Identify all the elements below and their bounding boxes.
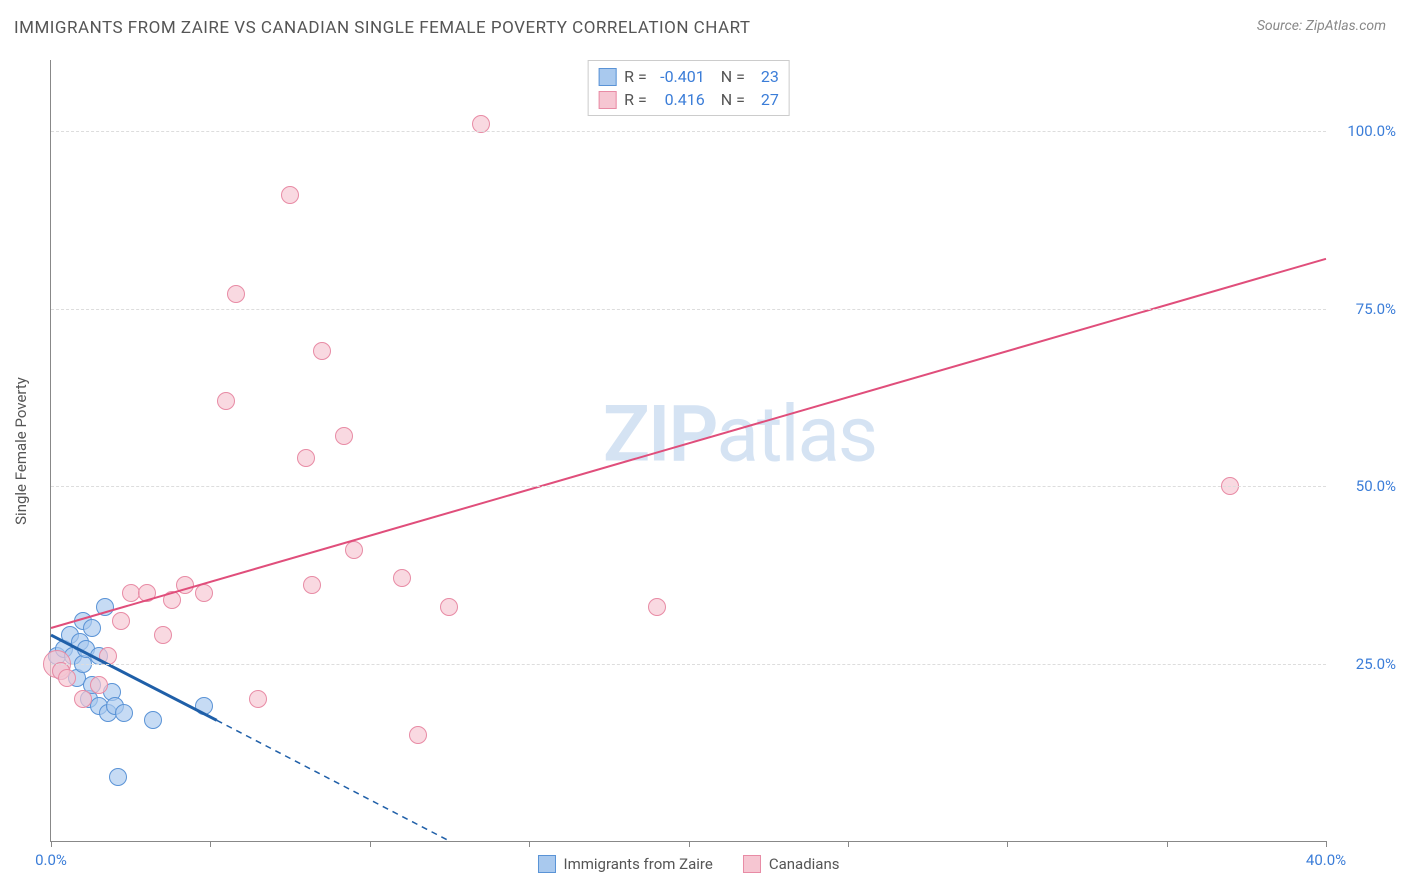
legend-bottom-item: Canadians <box>743 855 840 873</box>
x-tick <box>210 841 211 847</box>
correlation-chart: IMMIGRANTS FROM ZAIRE VS CANADIAN SINGLE… <box>0 0 1406 892</box>
data-point-canadians <box>195 584 213 602</box>
data-point-canadians <box>335 427 353 445</box>
x-tick <box>1326 841 1327 847</box>
data-point-canadians <box>440 598 458 616</box>
gridline <box>51 664 1326 665</box>
plot-area: Single Female Poverty ZIPatlas R =-0.401… <box>50 60 1326 842</box>
x-tick <box>529 841 530 847</box>
trend-line-canadians <box>51 259 1326 628</box>
data-point-zaire <box>195 697 213 715</box>
data-point-canadians <box>313 342 331 360</box>
data-point-zaire <box>109 768 127 786</box>
trend-lines-layer <box>51 60 1326 841</box>
data-point-canadians <box>393 569 411 587</box>
data-point-canadians <box>112 612 130 630</box>
legend-r-label: R = <box>624 90 647 109</box>
data-point-canadians <box>74 690 92 708</box>
legend-row-zaire: R = -0.401 N = 23 <box>598 65 779 88</box>
x-tick <box>848 841 849 847</box>
y-tick-label: 75.0% <box>1336 300 1396 318</box>
watermark: ZIPatlas <box>603 389 876 480</box>
data-point-canadians <box>409 726 427 744</box>
data-point-canadians <box>176 576 194 594</box>
data-point-zaire <box>144 711 162 729</box>
data-point-canadians <box>297 449 315 467</box>
data-point-canadians <box>303 576 321 594</box>
gridline <box>51 309 1326 310</box>
data-point-canadians <box>163 591 181 609</box>
legend-n-label: N = <box>713 67 745 86</box>
correlation-legend: R = -0.401 N = 23 R = 0.416 N = 27 <box>587 60 790 116</box>
legend-swatch <box>537 855 555 873</box>
data-point-canadians <box>154 626 172 644</box>
legend-swatch <box>598 91 616 109</box>
data-point-canadians <box>217 392 235 410</box>
legend-bottom-label: Immigrants from Zaire <box>563 855 712 873</box>
data-point-canadians <box>345 541 363 559</box>
x-tick <box>370 841 371 847</box>
legend-n-label: N = <box>713 90 745 109</box>
legend-r-value: 0.416 <box>655 90 705 109</box>
data-point-canadians <box>249 690 267 708</box>
chart-title: IMMIGRANTS FROM ZAIRE VS CANADIAN SINGLE… <box>14 18 751 38</box>
gridline <box>51 486 1326 487</box>
legend-bottom-item: Immigrants from Zaire <box>537 855 712 873</box>
data-point-canadians <box>281 186 299 204</box>
legend-bottom-label: Canadians <box>769 855 840 873</box>
legend-r-value: -0.401 <box>655 67 705 86</box>
series-legend: Immigrants from Zaire Canadians <box>537 855 839 873</box>
x-tick-label: 40.0% <box>1306 851 1346 869</box>
data-point-zaire <box>96 598 114 616</box>
watermark-bold: ZIP <box>603 389 717 480</box>
x-tick <box>1007 841 1008 847</box>
x-tick-label: 0.0% <box>35 851 67 869</box>
x-tick <box>1167 841 1168 847</box>
watermark-rest: atlas <box>717 389 877 480</box>
y-tick-label: 25.0% <box>1336 655 1396 673</box>
data-point-canadians <box>648 598 666 616</box>
data-point-canadians <box>227 285 245 303</box>
x-tick <box>689 841 690 847</box>
legend-swatch <box>598 68 616 86</box>
legend-n-value: 23 <box>753 67 779 86</box>
y-axis-label: Single Female Poverty <box>12 377 30 525</box>
data-point-zaire <box>115 704 133 722</box>
data-point-canadians <box>90 676 108 694</box>
y-tick-label: 50.0% <box>1336 477 1396 495</box>
data-point-canadians <box>58 669 76 687</box>
source-attribution: Source: ZipAtlas.com <box>1257 18 1386 34</box>
legend-swatch <box>743 855 761 873</box>
legend-r-label: R = <box>624 67 647 86</box>
x-tick <box>51 841 52 847</box>
legend-n-value: 27 <box>753 90 779 109</box>
data-point-zaire <box>83 619 101 637</box>
legend-row-canadians: R = 0.416 N = 27 <box>598 88 779 111</box>
y-tick-label: 100.0% <box>1336 122 1396 140</box>
data-point-canadians <box>138 584 156 602</box>
gridline <box>51 131 1326 132</box>
